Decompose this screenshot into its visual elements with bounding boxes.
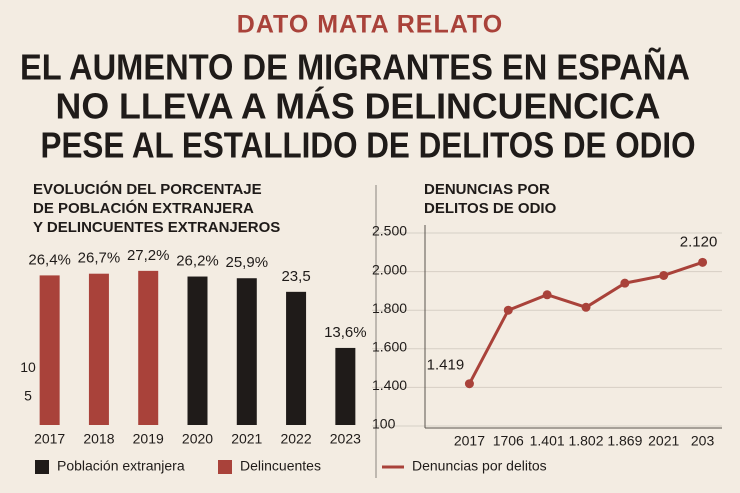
x-tick-label: 203 bbox=[691, 433, 715, 449]
point bbox=[698, 257, 708, 267]
point bbox=[620, 278, 630, 288]
point bbox=[542, 290, 552, 300]
value-label: 1.419 bbox=[427, 357, 465, 374]
value-label: 26,4% bbox=[28, 251, 71, 268]
headline: NO LLEVA A MÁS DELINCUENCICA bbox=[56, 86, 661, 127]
x-tick-label: 1.869 bbox=[607, 433, 642, 449]
bar bbox=[138, 270, 159, 425]
bar bbox=[39, 275, 60, 425]
chart-title: DE POBLACIÓN EXTRANJERA bbox=[33, 199, 254, 217]
value-label: 25,9% bbox=[226, 254, 269, 271]
chart-title: Y DELINCUENTES EXTRANJEROS bbox=[33, 219, 280, 236]
chart-title: EVOLUCIÓN DEL PORCENTAJE bbox=[33, 180, 262, 198]
bar bbox=[286, 291, 307, 425]
x-tick-label: 2019 bbox=[133, 431, 164, 447]
x-tick-label: 2017 bbox=[34, 431, 65, 447]
y-tick-label: 2.000 bbox=[372, 261, 407, 277]
x-tick-label: 2020 bbox=[182, 431, 213, 447]
legend-swatch bbox=[35, 460, 49, 474]
x-tick-label: 2023 bbox=[330, 431, 361, 447]
bar bbox=[236, 278, 257, 425]
x-tick-label: 2021 bbox=[648, 433, 679, 449]
y-tick-label: 100 bbox=[372, 416, 396, 432]
y-tick-label: 1.800 bbox=[372, 300, 407, 316]
legend-label: Denuncias por delitos bbox=[412, 458, 547, 474]
x-tick-label: 1.802 bbox=[568, 433, 603, 449]
y-tick-label: 1.400 bbox=[372, 377, 407, 393]
x-tick-label: 2018 bbox=[83, 431, 114, 447]
x-tick-label: 2022 bbox=[280, 431, 311, 447]
value-label: 26,7% bbox=[78, 250, 121, 267]
y-tick-label: 2.500 bbox=[372, 223, 407, 239]
point bbox=[503, 305, 513, 315]
x-tick-label: 2017 bbox=[454, 433, 485, 449]
value-label: 23,5 bbox=[281, 268, 310, 285]
y-tick-label: 1.600 bbox=[372, 339, 407, 355]
x-tick-label: 1.401 bbox=[530, 433, 565, 449]
point bbox=[581, 302, 591, 312]
legend-swatch bbox=[218, 460, 232, 474]
x-tick-label: 1706 bbox=[493, 433, 524, 449]
bar bbox=[88, 273, 109, 425]
chart-title: DENUNCIAS POR bbox=[424, 181, 550, 198]
bar bbox=[187, 276, 208, 425]
value-label: 2.120 bbox=[680, 233, 718, 250]
value-label: 13,6% bbox=[324, 324, 367, 341]
value-label: 26,2% bbox=[176, 253, 219, 270]
bar bbox=[335, 347, 356, 425]
y-tick-label: 5 bbox=[24, 387, 32, 403]
legend-label: Delincuentes bbox=[240, 458, 321, 474]
y-tick-label: 10 bbox=[20, 359, 36, 375]
value-label: 27,2% bbox=[127, 247, 170, 264]
kicker: DATO MATA RELATO bbox=[237, 11, 503, 39]
point bbox=[659, 270, 669, 280]
headline: PESE AL ESTALLIDO DE DELITOS DE ODIO bbox=[41, 125, 696, 166]
headline: EL AUMENTO DE MIGRANTES EN ESPAÑA bbox=[20, 46, 690, 88]
point bbox=[464, 379, 474, 389]
legend-label: Población extranjera bbox=[57, 458, 185, 474]
x-tick-label: 2021 bbox=[231, 431, 262, 447]
chart-title: DELITOS DE ODIO bbox=[424, 200, 557, 217]
